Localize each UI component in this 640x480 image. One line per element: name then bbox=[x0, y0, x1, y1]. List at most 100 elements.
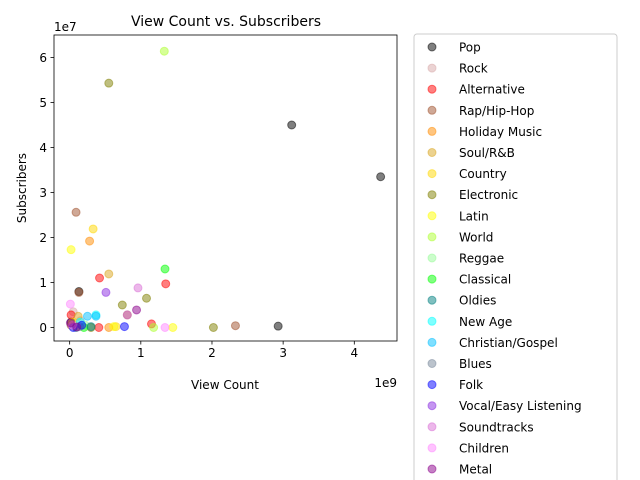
data-point bbox=[94, 323, 104, 332]
data-point bbox=[95, 273, 105, 283]
legend-marker bbox=[427, 422, 437, 432]
data-point bbox=[66, 310, 76, 320]
x-tick-label: 1 bbox=[137, 346, 145, 360]
data-point bbox=[132, 305, 142, 315]
legend-label: World bbox=[459, 230, 493, 244]
data-point bbox=[82, 311, 92, 321]
data-point bbox=[122, 310, 132, 320]
y-scale-label: 1e7 bbox=[54, 20, 77, 34]
legend-marker bbox=[427, 232, 437, 242]
legend-label: Metal bbox=[459, 463, 492, 477]
legend-marker bbox=[427, 42, 437, 52]
data-point bbox=[160, 264, 170, 274]
data-point bbox=[208, 323, 218, 332]
y-tick-label: 0 bbox=[39, 321, 47, 335]
legend-label: Folk bbox=[459, 378, 483, 392]
legend-marker bbox=[427, 63, 437, 73]
y-axis-label: Subscribers bbox=[15, 153, 29, 223]
data-point bbox=[161, 279, 171, 289]
x-tick-label: 4 bbox=[350, 346, 358, 360]
legend-label: Electronic bbox=[459, 188, 518, 202]
y-axis-ticks: 0 1 2 3 4 5 6 bbox=[39, 51, 54, 335]
legend-items: Pop Rock Alternative Rap/Hip-Hop Holiday Mus… bbox=[427, 41, 582, 477]
x-tick-label: 3 bbox=[279, 346, 287, 360]
legend-label: Blues bbox=[459, 357, 492, 371]
data-point bbox=[65, 299, 75, 309]
legend-marker bbox=[427, 84, 437, 94]
data-point bbox=[65, 318, 75, 328]
legend-label: Rap/Hip-Hop bbox=[459, 104, 534, 118]
legend-label: Soul/R&B bbox=[459, 146, 515, 160]
data-point bbox=[101, 287, 111, 297]
legend-label: Rock bbox=[459, 62, 488, 76]
data-point bbox=[159, 46, 169, 56]
chart-title: View Count vs. Subscribers bbox=[131, 14, 321, 30]
legend-marker bbox=[427, 105, 437, 115]
data-point bbox=[133, 283, 143, 293]
data-point bbox=[104, 269, 114, 279]
x-axis-ticks: 0 1 2 3 4 bbox=[66, 341, 358, 360]
legend-label: Reggae bbox=[459, 252, 504, 266]
legend-label: Christian/Gospel bbox=[459, 336, 558, 350]
legend-label: Holiday Music bbox=[459, 125, 542, 139]
x-tick-label: 0 bbox=[66, 346, 74, 360]
legend-marker bbox=[427, 190, 437, 200]
data-point bbox=[273, 321, 283, 331]
legend-label: Pop bbox=[459, 41, 481, 55]
data-point bbox=[85, 236, 95, 246]
data-point bbox=[168, 323, 178, 332]
data-point bbox=[74, 287, 84, 297]
data-point bbox=[160, 323, 170, 332]
legend-marker bbox=[427, 337, 437, 347]
x-scale-label: 1e9 bbox=[374, 376, 397, 390]
legend-marker bbox=[427, 126, 437, 136]
data-point bbox=[142, 293, 152, 303]
data-point bbox=[149, 323, 159, 332]
data-point bbox=[109, 322, 119, 332]
data-point bbox=[66, 245, 76, 255]
legend-label: Country bbox=[459, 167, 507, 181]
legend-label: Soundtracks bbox=[459, 420, 534, 434]
y-tick-label: 2 bbox=[39, 231, 47, 245]
y-tick-label: 3 bbox=[39, 186, 47, 200]
legend-marker bbox=[427, 464, 437, 474]
y-tick-label: 5 bbox=[39, 96, 47, 110]
legend-label: Children bbox=[459, 441, 509, 455]
legend-marker bbox=[427, 295, 437, 305]
y-tick-label: 4 bbox=[39, 141, 47, 155]
legend-label: Latin bbox=[459, 209, 489, 223]
data-point bbox=[71, 207, 81, 217]
plot-frame bbox=[53, 34, 398, 342]
points-layer bbox=[65, 46, 386, 332]
legend-marker bbox=[427, 148, 437, 157]
legend-marker bbox=[427, 359, 437, 368]
legend-marker bbox=[427, 274, 437, 284]
legend-marker bbox=[427, 253, 437, 263]
legend-label: Oldies bbox=[459, 294, 496, 308]
legend-label: New Age bbox=[459, 315, 512, 329]
y-tick-label: 1 bbox=[39, 276, 47, 290]
y-tick-label: 6 bbox=[39, 51, 47, 65]
data-point bbox=[88, 224, 98, 234]
legend-marker bbox=[427, 169, 437, 179]
legend: Pop Rock Alternative Rap/Hip-Hop Holiday Mus… bbox=[413, 33, 618, 480]
data-point bbox=[287, 120, 297, 130]
data-point bbox=[86, 322, 96, 332]
x-tick-label: 2 bbox=[208, 346, 216, 360]
data-point bbox=[72, 322, 82, 332]
data-point bbox=[104, 78, 114, 88]
legend-marker bbox=[427, 443, 437, 453]
legend-label: Alternative bbox=[459, 83, 525, 97]
legend-marker bbox=[427, 401, 437, 411]
x-axis-label: View Count bbox=[191, 378, 259, 392]
data-point bbox=[119, 322, 129, 332]
data-point bbox=[117, 300, 127, 310]
legend-marker bbox=[427, 211, 437, 221]
data-point bbox=[91, 311, 101, 321]
data-point bbox=[230, 321, 240, 331]
legend-label: Classical bbox=[459, 273, 511, 287]
legend-frame bbox=[413, 33, 618, 480]
legend-marker bbox=[427, 316, 437, 326]
legend-marker bbox=[427, 380, 437, 390]
